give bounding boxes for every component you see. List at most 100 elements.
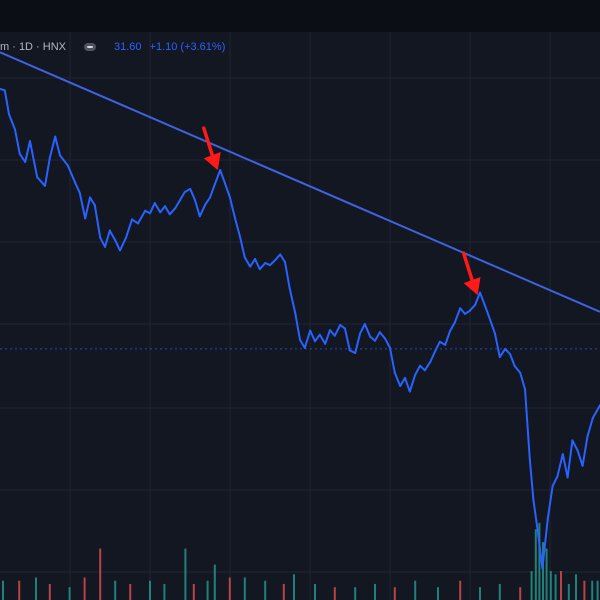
volume-bar xyxy=(414,580,417,600)
price-change-value: +1.10 (+3.61%) xyxy=(149,41,226,53)
price-point xyxy=(359,332,361,335)
volume-bars xyxy=(2,522,599,600)
price-point xyxy=(194,199,196,202)
price-point xyxy=(44,184,46,187)
price-point xyxy=(243,256,246,259)
volume-bar xyxy=(519,587,522,600)
price-point xyxy=(209,196,211,199)
price-point xyxy=(36,176,39,179)
price-point xyxy=(354,351,357,354)
volume-bar xyxy=(99,548,102,600)
volume-bar xyxy=(498,583,501,600)
volume-bar xyxy=(35,577,37,600)
price-point xyxy=(464,312,466,315)
price-point xyxy=(258,268,261,271)
price-point xyxy=(189,187,192,190)
volume-bar xyxy=(243,577,246,600)
price-point xyxy=(99,236,102,239)
volume-bar xyxy=(538,522,541,600)
price-series-line xyxy=(0,87,600,570)
price-point xyxy=(561,453,564,456)
volume-bar xyxy=(374,583,376,600)
price-point xyxy=(449,330,451,333)
volume-bar xyxy=(206,580,209,600)
price-point xyxy=(513,365,516,368)
price-point xyxy=(164,205,166,208)
price-point xyxy=(3,89,6,92)
price-point xyxy=(114,239,117,242)
volume-bar xyxy=(18,580,21,600)
volume-bar xyxy=(479,587,481,600)
chart-grid xyxy=(0,32,600,600)
price-point xyxy=(131,218,133,221)
price-point xyxy=(389,346,391,349)
volume-bar xyxy=(333,587,336,600)
volume-bar xyxy=(163,583,166,600)
price-point xyxy=(93,204,96,207)
price-point xyxy=(48,156,51,159)
volume-bar xyxy=(129,583,132,600)
price-point xyxy=(314,340,316,343)
price-point xyxy=(66,164,69,167)
price-point xyxy=(474,303,477,306)
volume-bar xyxy=(560,571,562,600)
price-point xyxy=(369,335,372,338)
series-legend: m · 1D · HNX 31.60 +1.10 (+3.61%) xyxy=(0,40,225,54)
price-point xyxy=(363,323,366,326)
volume-bar xyxy=(83,577,86,600)
volume-bar xyxy=(542,542,544,600)
price-point xyxy=(404,376,406,379)
price-series-points xyxy=(0,87,600,570)
price-point xyxy=(536,528,539,531)
price-point xyxy=(108,229,111,232)
volume-bar xyxy=(228,577,231,600)
price-point xyxy=(54,135,57,138)
price-point xyxy=(125,236,127,239)
price-point xyxy=(59,154,61,157)
price-point xyxy=(459,307,462,310)
price-point xyxy=(494,332,496,335)
volume-bar xyxy=(213,564,216,600)
volume-bar xyxy=(192,583,195,600)
price-point xyxy=(348,349,351,352)
price-point xyxy=(183,190,186,193)
volume-bar xyxy=(293,574,295,600)
volume-bar xyxy=(554,574,557,600)
volume-bar xyxy=(314,583,316,600)
price-point xyxy=(498,356,501,359)
volume-bar xyxy=(354,587,357,600)
price-point xyxy=(78,191,81,194)
volume-bar xyxy=(149,580,151,600)
price-point xyxy=(318,333,321,336)
price-point xyxy=(149,212,151,215)
price-point xyxy=(591,417,594,420)
volume-bar xyxy=(591,580,594,600)
price-point xyxy=(483,304,486,307)
price-point xyxy=(159,211,162,214)
visibility-toggle-icon[interactable] xyxy=(84,43,96,51)
volume-bar xyxy=(437,587,439,600)
price-point xyxy=(239,235,241,238)
price-point xyxy=(254,258,256,261)
price-point xyxy=(279,253,282,256)
volume-bar xyxy=(282,583,285,600)
price-point xyxy=(324,342,327,345)
price-point xyxy=(14,128,16,131)
price-point xyxy=(18,152,21,155)
last-price-value: 31.60 xyxy=(114,41,142,53)
top-bar xyxy=(0,0,600,32)
price-point xyxy=(219,169,222,172)
price-point xyxy=(0,87,1,90)
price-point xyxy=(586,435,589,438)
price-point xyxy=(576,450,579,453)
price-point xyxy=(29,140,31,143)
price-point xyxy=(438,340,441,343)
price-point xyxy=(429,361,432,364)
symbol-label[interactable]: m · 1D · HNX xyxy=(0,41,66,53)
trend-line[interactable] xyxy=(0,51,600,313)
price-point xyxy=(213,183,216,186)
volume-bar xyxy=(48,583,51,600)
price-point xyxy=(303,346,306,349)
price-point xyxy=(378,331,381,334)
